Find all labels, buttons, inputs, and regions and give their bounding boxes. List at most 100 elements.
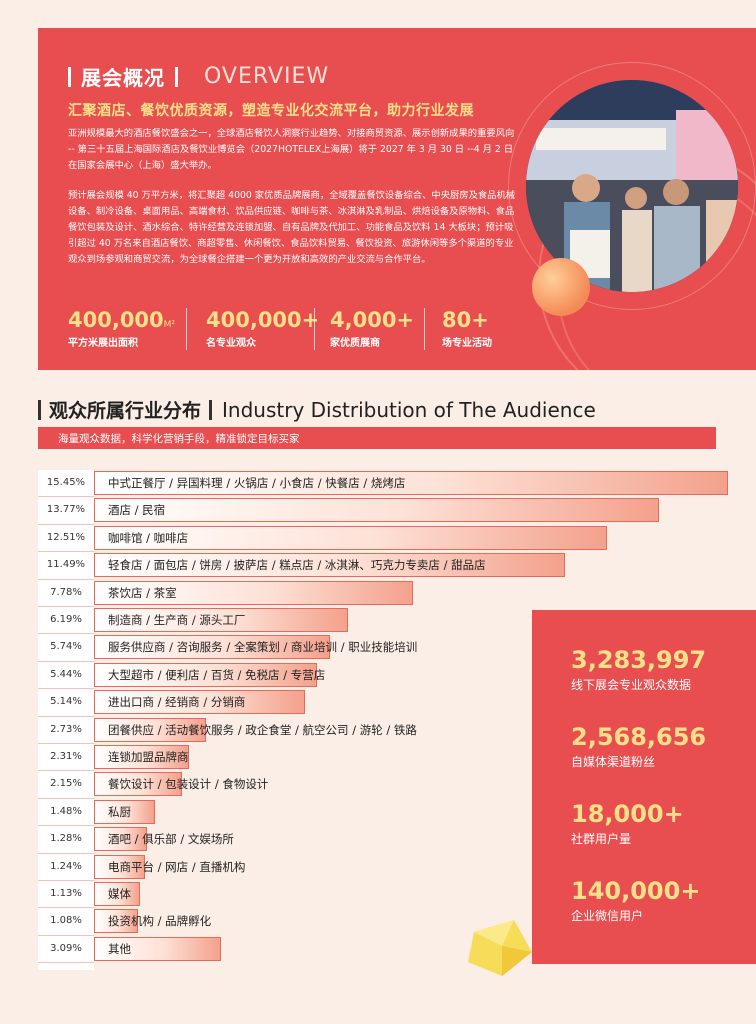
row-divider [38,907,94,909]
stat-label: 名专业观众 [206,338,256,349]
row-divider [38,660,94,662]
heading-bar-right [209,399,213,420]
chart-bar [94,909,139,934]
side-stat-wechat: 140,000+ 企业微信用户 [571,877,700,924]
data-label: 2.15% [50,778,82,790]
decorative-orb [532,258,590,316]
heading-bar-left [68,66,71,87]
data-label: 1.28% [50,833,82,845]
stat-value: 4,000+ [330,308,415,332]
row-divider [38,715,94,717]
chart-bar [94,662,318,687]
category-label: 轻食店 / 面包店 / 饼房 / 披萨店 / 糕点店 / 冰淇淋、巧克力专卖店 … [108,558,486,573]
row-divider [38,852,94,854]
stat-exhibitors: 4,000+ 家优质展商 [330,308,414,349]
category-label: 媒体 [108,887,131,901]
subtitle-banner [38,427,716,449]
row-divider [38,962,94,964]
category-label: 中式正餐厅 / 异国料理 / 火锅店 / 小食店 / 快餐店 / 烧烤店 [108,476,406,490]
row-divider [38,633,94,635]
row-divider [38,797,94,799]
category-label: 酒店 / 民宿 [108,503,166,518]
category-label: 大型超市 / 便利店 / 百货 / 免税店 / 专营店 [108,667,326,682]
data-label: 5.44% [50,668,82,680]
chart-bar [94,854,145,879]
row-divider [38,551,94,553]
data-label: 1.13% [50,888,82,899]
stat-divider [424,308,425,350]
category-label: 酒吧 / 俱乐部 / 文娱场所 [108,832,234,847]
chart-bar [94,827,147,852]
stat-divider [314,308,315,350]
row-divider [38,770,94,772]
stat-audience: 400,000+ 名专业观众 [206,308,319,349]
chart-bar [94,553,566,578]
data-label: 11.49% [46,559,86,571]
row-divider [38,496,94,498]
chart-bar [94,882,141,906]
data-label: 5.74% [50,641,82,653]
overview-heading: 展会概况 OVERVIEW [68,62,329,91]
data-label: 15.45% [46,477,86,488]
chart-bar [94,580,414,605]
row-divider [38,880,94,881]
data-label: 1.24% [50,860,82,872]
side-stat-value: 3,283,997 [571,646,707,674]
side-stat-value: 18,000+ [571,800,684,828]
data-label: 1.08% [50,915,82,927]
chart-bar [94,498,660,523]
stat-label: 场专业活动 [442,338,492,349]
data-label: 12.51% [46,531,86,543]
decorative-polygon [468,920,532,976]
category-label: 投资机构 / 品牌孵化 [108,914,212,929]
category-label: 连锁加盟品牌商 [108,750,189,764]
category-label: 私厨 [108,804,131,819]
side-stat-label: 自媒体渠道粉丝 [571,755,656,769]
category-label: 其他 [108,941,131,956]
stat-unit: M² [163,320,176,330]
industry-bar-chart: 15.45% 中式正餐厅 / 异国料理 / 火锅店 / 小食店 / 快餐店 / 烧… [38,470,728,970]
heading-bar-left [38,399,41,420]
chart-bar [94,799,155,824]
chart-bar [94,690,305,715]
category-label: 餐饮设计 / 包装设计 / 食物设计 [108,777,269,792]
row-divider [38,578,94,580]
chart-bar [94,936,221,961]
chart-bar [94,772,183,797]
category-label: 团餐供应 / 活动餐饮服务 / 政企食堂 / 航空公司 / 游轮 / 铁路 [108,722,417,737]
row-divider [38,743,94,744]
data-label: 2.31% [50,751,82,762]
industry-heading: 观众所属行业分布 Industry Distribution of The Au… [38,396,596,423]
stat-value: 400,000+ [206,308,320,332]
data-label: 5.14% [50,696,82,708]
chart-bar [94,471,728,495]
side-stat-community: 18,000+ 社群用户量 [571,800,684,847]
overview-panel: 展会概况 OVERVIEW 汇聚酒店、餐饮优质资源，塑造专业化交流平台，助力行业… [38,28,756,370]
data-label: 1.48% [50,805,82,817]
percent-column [38,470,94,970]
data-label: 2.73% [50,723,82,735]
industry-subtitle: 海量观众数据，科学化营销手段，精准锁定目标买家 [58,433,300,445]
stat-divider [186,308,187,350]
industry-title-en: Industry Distribution of The Audience [222,397,596,422]
side-stat-value: 2,568,656 [571,723,707,751]
overview-slogan: 汇聚酒店、餐饮优质资源，塑造专业化交流平台，助力行业发展 [68,103,474,119]
industry-title: 观众所属行业分布 [49,400,202,422]
row-divider [38,825,94,827]
overview-paragraph-1: 亚洲规模最大的酒店餐饮盛会之一，全球酒店餐饮人洞察行业趋势、对接商贸资源、展示创… [68,128,515,171]
data-label: 6.19% [50,614,82,625]
side-stats-panel [532,610,756,964]
row-divider [38,523,94,525]
side-stat-label: 社群用户量 [571,832,632,846]
heading-bar-right [175,66,178,87]
data-label: 7.78% [50,586,82,598]
category-label: 进出口商 / 经销商 / 分销商 [108,695,246,710]
chart-bar [94,608,348,632]
row-divider [38,606,94,607]
category-label: 茶饮店 / 茶室 [108,585,177,600]
data-label: 13.77% [46,504,86,516]
chart-bar [94,717,207,742]
stat-label: 家优质展商 [330,338,380,349]
overview-title: 展会概况 [81,66,165,90]
data-label: 3.09% [50,942,82,954]
